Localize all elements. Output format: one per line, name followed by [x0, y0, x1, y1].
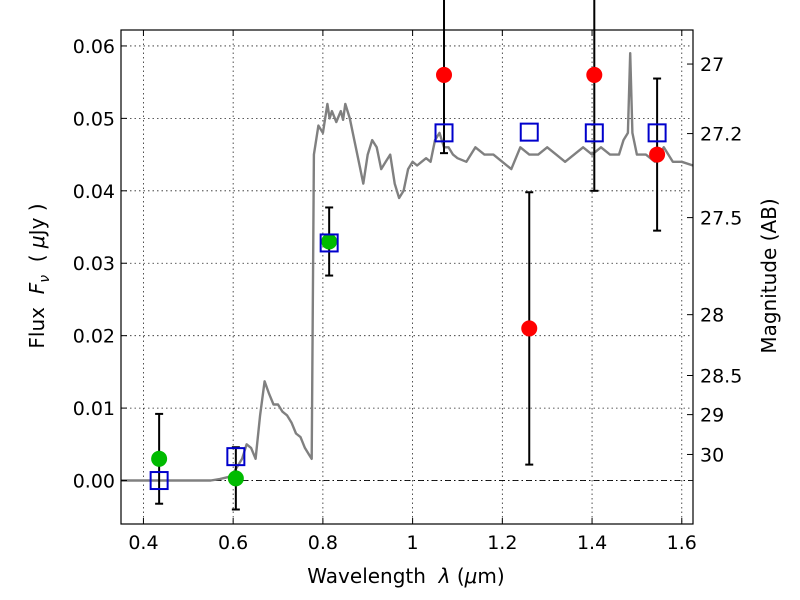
y-tick-label: 0.06: [73, 36, 115, 58]
model-photometry-square: [647, 123, 667, 143]
x-tick-label: 0.6: [218, 532, 248, 554]
right-tick-label: 27.2: [700, 124, 742, 146]
right-axis-title: Magnitude (AB): [757, 198, 781, 353]
y-tick-label: 0.04: [73, 181, 115, 203]
observed-point: [227, 470, 244, 487]
model-photometry-square: [149, 471, 169, 491]
ticks-layer: 0.4 0.6 0.8 1 1.2 1.4 1.6 0.00 0.01 0.02 0.03 0.04 0…: [73, 30, 742, 554]
series-layer: [121, 0, 694, 511]
right-tick-label: 28.5: [700, 366, 742, 388]
observed-point: [151, 450, 168, 467]
model-photometry-square: [519, 122, 539, 142]
right-tick-label: 27: [700, 54, 724, 76]
y-tick-label: 0.02: [73, 326, 115, 348]
right-tick-label: 28: [700, 305, 724, 327]
observed-point: [521, 320, 538, 337]
model-photometry-square: [319, 233, 339, 253]
x-tick-label: 1: [407, 532, 419, 554]
model-photometry-square: [434, 123, 454, 143]
y-axis-title: Flux Fν ( μJy ): [25, 203, 53, 348]
observed-point: [586, 66, 603, 83]
y-tick-label: 0.01: [73, 398, 115, 420]
model-spectrum-line: [121, 52, 694, 482]
right-tick-label: 30: [700, 444, 724, 466]
observed-point: [649, 146, 666, 163]
x-tick-label: 1.6: [667, 532, 697, 554]
x-tick-label: 1.2: [487, 532, 517, 554]
plot-frame: [120, 29, 694, 525]
x-axis-title: Wavelength λ (μm): [307, 564, 504, 588]
right-tick-label: 27.5: [700, 208, 742, 230]
x-tick-label: 0.8: [308, 532, 338, 554]
model-photometry-square: [584, 123, 604, 143]
observed-point: [436, 66, 453, 83]
right-tick-label: 29: [700, 405, 724, 427]
x-tick-label: 1.4: [577, 532, 607, 554]
y-tick-label: 0.05: [73, 108, 115, 130]
observed-point: [321, 233, 338, 250]
y-tick-label: 0.00: [73, 471, 115, 493]
x-tick-label: 0.4: [128, 532, 158, 554]
y-tick-label: 0.03: [73, 253, 115, 275]
model-photometry-square: [226, 447, 246, 467]
